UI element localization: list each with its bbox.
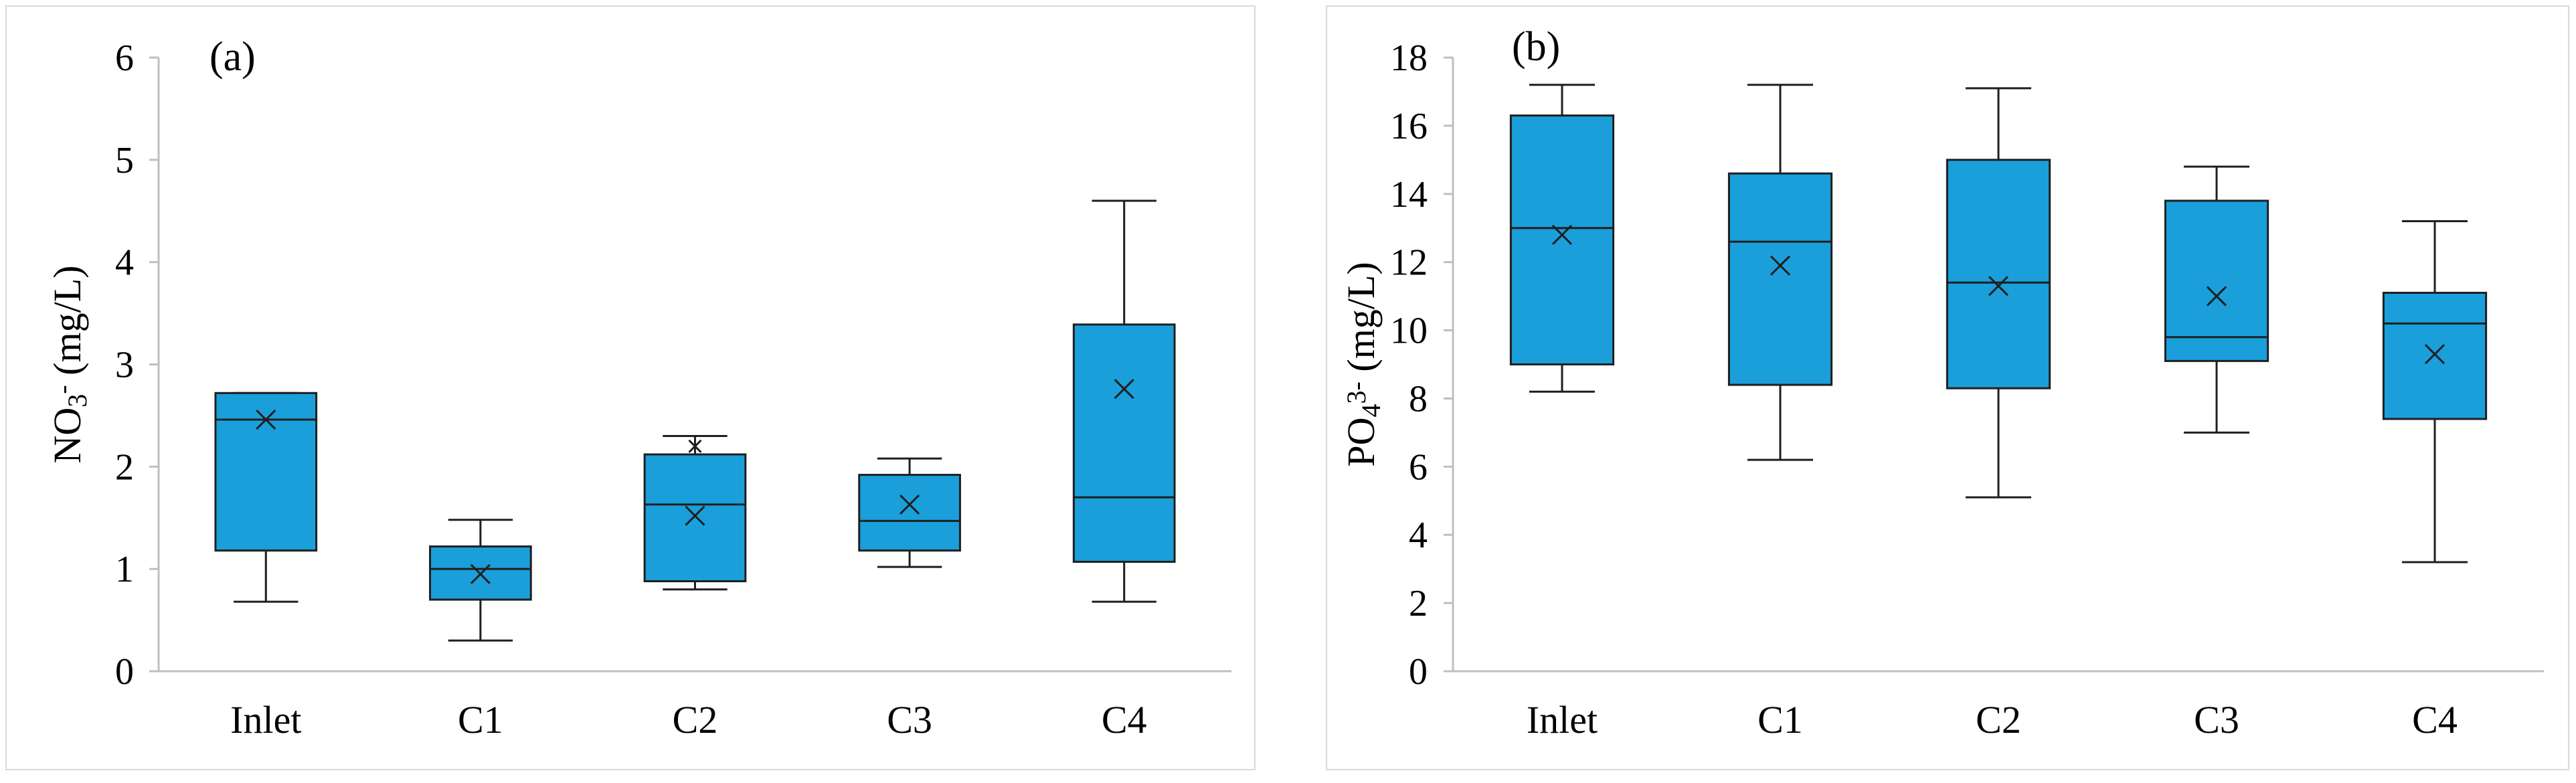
mean-marker <box>899 494 920 515</box>
box-inlet <box>1509 84 1615 393</box>
iqr-box <box>2382 292 2488 420</box>
x-category-label: Inlet <box>230 698 301 742</box>
mean-marker <box>685 505 705 526</box>
iqr-box <box>643 453 747 583</box>
y-label-main: PO <box>1339 417 1383 466</box>
y-tick-label: 2 <box>115 446 134 488</box>
x-category-label: C4 <box>2412 698 2458 742</box>
y-label-subscript: 4 <box>1356 404 1386 417</box>
x-category-label: C3 <box>887 698 932 742</box>
x-category-label: C3 <box>2194 698 2239 742</box>
mean-marker <box>1551 224 1573 245</box>
panel-label-b: (b) <box>1512 24 1560 70</box>
y-tick-label: 8 <box>1409 378 1428 420</box>
y-tick-label: 1 <box>115 549 134 590</box>
iqr-box <box>1946 159 2051 389</box>
x-category-label: Inlet <box>1527 698 1598 742</box>
y-tick-label: 3 <box>115 345 134 386</box>
mean-marker <box>1988 276 2009 296</box>
iqr-box <box>858 474 961 552</box>
iqr-box <box>1509 114 1615 365</box>
y-tick-label: 4 <box>1409 515 1428 556</box>
box-c2 <box>1946 87 2051 499</box>
y-tick-label: 2 <box>1409 583 1428 624</box>
mean-marker <box>1770 255 1791 276</box>
y-tick-label: 4 <box>115 242 134 284</box>
y-tick-label: 0 <box>1409 651 1428 693</box>
x-category-label: C2 <box>673 698 718 742</box>
iqr-box <box>1727 172 1833 386</box>
chart-panel-b: 0 2 4 6 8 10 12 14 16 18 Inlet C1 C2 C3 C4 (b) PO43- (mg… <box>1326 5 2569 770</box>
box-c4 <box>1072 199 1176 603</box>
y-axis-label: PO43- (mg/L) <box>1339 262 1386 466</box>
box-c1 <box>1727 84 1833 461</box>
mean-marker <box>470 563 491 584</box>
chart-panel-a: 0 1 2 3 4 5 6 Inlet C1 C2 C3 C4 (a) NO3- (mg/L) <box>5 5 1256 770</box>
y-label-superscript: - <box>48 385 78 394</box>
mean-marker <box>2206 286 2227 307</box>
box-inlet <box>214 392 318 603</box>
iqr-box <box>1072 323 1176 563</box>
box-c1 <box>429 519 532 642</box>
x-category-label: C4 <box>1102 698 1147 742</box>
y-tick-label: 6 <box>115 37 134 79</box>
x-category-label: C1 <box>458 698 503 742</box>
y-tick-label: 6 <box>1409 446 1428 488</box>
mean-marker <box>2424 344 2445 365</box>
y-tick-label: 10 <box>1390 311 1428 352</box>
y-tick-label: 14 <box>1390 174 1428 215</box>
y-tick-label: 12 <box>1390 242 1428 284</box>
y-label-main: NO <box>46 408 89 464</box>
y-tick-label: 16 <box>1390 106 1428 147</box>
box-c3 <box>858 457 961 568</box>
y-tick-label: 0 <box>115 651 134 693</box>
panel-label-a: (a) <box>209 34 256 80</box>
y-tick-label: 18 <box>1390 37 1428 79</box>
y-label-superscript: 3- <box>1341 381 1371 404</box>
iqr-box <box>2164 199 2269 362</box>
box-c2 <box>643 434 747 591</box>
y-label-unit: (mg/L) <box>46 266 89 385</box>
x-category-label: C2 <box>1976 698 2021 742</box>
mean-marker <box>256 409 276 430</box>
y-axis-label: NO3- (mg/L) <box>46 266 92 464</box>
outlier-marker <box>688 439 702 453</box>
mean-marker <box>1114 379 1134 400</box>
box-c4 <box>2382 220 2488 563</box>
y-label-subscript: 3 <box>62 394 92 408</box>
iqr-box <box>214 392 318 552</box>
y-label-unit: (mg/L) <box>1339 262 1383 381</box>
box-c3 <box>2164 165 2269 434</box>
y-tick-label: 5 <box>115 140 134 181</box>
x-category-label: C1 <box>1757 698 1803 742</box>
